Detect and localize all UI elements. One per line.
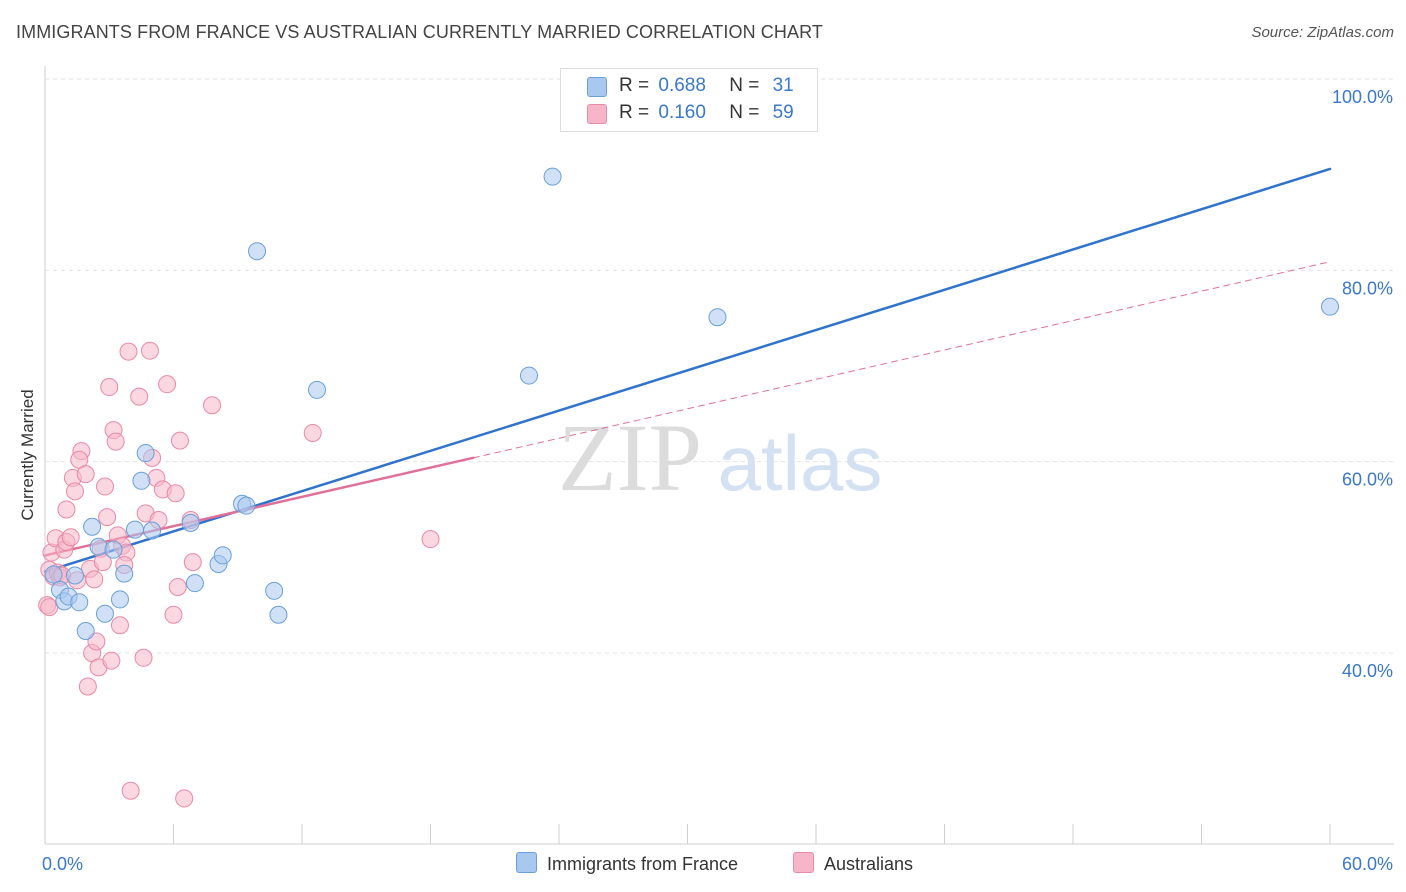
- x-tick-label-0: 0.0%: [42, 854, 83, 874]
- australians-point-47: [164, 605, 183, 624]
- n-label: N =: [729, 75, 760, 96]
- gridlines: [45, 78, 1394, 654]
- france-point-9: [95, 604, 114, 623]
- australians-point-13: [65, 482, 84, 501]
- australians-point-50: [170, 431, 189, 450]
- australians-point-46: [158, 375, 177, 394]
- france-point-0: [44, 565, 63, 584]
- france-point-26: [307, 380, 326, 399]
- australians-point-48: [166, 484, 185, 503]
- chart-title: IMMIGRANTS FROM FRANCE VS AUSTRALIAN CUR…: [16, 22, 823, 42]
- australians-point-10: [57, 500, 76, 519]
- france-point-8: [89, 537, 108, 556]
- stats-legend: R = 0.688 N = 31 R = 0.160 N = 59: [560, 68, 818, 132]
- r-label: R =: [619, 102, 650, 123]
- australians-point-38: [130, 387, 149, 406]
- france-point-30: [1321, 297, 1339, 316]
- y-tick-label-40: 40.0%: [1342, 661, 1393, 681]
- france-point-28: [543, 167, 562, 186]
- y-tick-label-80: 80.0%: [1342, 278, 1393, 298]
- trend-line-australians-extension: [472, 261, 1331, 459]
- australians-point-51: [175, 789, 194, 808]
- france-point-13: [125, 520, 144, 539]
- y-tick-label-60: 60.0%: [1342, 470, 1393, 490]
- data-points: [38, 167, 1339, 808]
- watermark-zip: ZIP: [558, 404, 702, 511]
- australians-point-21: [85, 570, 104, 589]
- r-value-france: 0.688: [658, 75, 706, 96]
- france-point-7: [83, 517, 102, 536]
- france-point-12: [115, 564, 134, 583]
- france-point-14: [132, 471, 151, 490]
- australians-point-33: [110, 616, 129, 635]
- legend-swatch-france: [516, 852, 537, 873]
- legend-item-france[interactable]: Immigrants from France: [516, 852, 738, 876]
- tick-labels: 40.0% 60.0% 80.0% 100.0% 0.0% 60.0%: [42, 87, 1393, 874]
- australians-point-49: [168, 577, 187, 596]
- france-swatch: [587, 77, 607, 97]
- australians-point-17: [76, 465, 95, 484]
- france-point-29: [708, 308, 727, 327]
- r-value-australians: 0.160: [658, 102, 706, 123]
- watermark: ZIP atlas: [558, 404, 882, 511]
- australians-point-31: [106, 432, 125, 451]
- france-point-22: [237, 496, 256, 515]
- n-value-australians: 59: [772, 102, 794, 123]
- r-label: R =: [619, 75, 650, 96]
- france-point-24: [265, 581, 284, 600]
- france-point-6: [76, 621, 95, 640]
- australians-swatch: [587, 104, 607, 124]
- australians-point-27: [98, 508, 117, 527]
- australians-point-37: [121, 781, 140, 800]
- france-point-23: [248, 242, 267, 261]
- n-value-france: 31: [772, 75, 794, 96]
- legend-label-france: Immigrants from France: [547, 854, 739, 874]
- x-tick-label-60: 60.0%: [1342, 854, 1393, 874]
- france-point-4: [65, 566, 84, 585]
- france-point-17: [181, 513, 200, 532]
- y-tick-label-100: 100.0%: [1332, 87, 1393, 107]
- australians-point-39: [134, 648, 153, 667]
- australians-point-41: [140, 341, 159, 360]
- australians-point-11: [61, 528, 80, 547]
- france-point-20: [213, 546, 232, 565]
- australians-point-57: [40, 598, 59, 617]
- france-point-18: [185, 574, 204, 593]
- legend-label-australians: Australians: [824, 854, 914, 874]
- trend-line-france: [43, 167, 1332, 573]
- france-point-5: [70, 593, 89, 612]
- legend-item-australians[interactable]: Australians: [793, 852, 913, 876]
- legend-swatch-australians: [793, 852, 814, 873]
- australians-point-55: [303, 423, 322, 442]
- trend-line-australians: [43, 456, 475, 557]
- france-point-16: [143, 521, 162, 540]
- axes: [44, 66, 1394, 845]
- australians-point-29: [102, 651, 121, 670]
- australians-point-54: [203, 396, 222, 415]
- australians-point-53: [183, 553, 202, 572]
- watermark-atlas: atlas: [718, 419, 883, 507]
- australians-point-26: [95, 477, 114, 496]
- australians-point-18: [78, 677, 97, 696]
- france-point-27: [520, 366, 539, 385]
- france-point-10: [104, 540, 123, 559]
- australians-point-56: [421, 530, 440, 549]
- n-label: N =: [729, 102, 760, 123]
- series-legend: Immigrants from France Australians: [0, 852, 1406, 878]
- australians-point-36: [119, 342, 138, 361]
- australians-point-22: [87, 632, 106, 651]
- france-point-11: [110, 590, 129, 609]
- source-label: Source: ZipAtlas.com: [1251, 24, 1394, 41]
- france-point-15: [136, 444, 155, 463]
- france-point-25: [269, 605, 288, 624]
- australians-point-28: [100, 378, 119, 397]
